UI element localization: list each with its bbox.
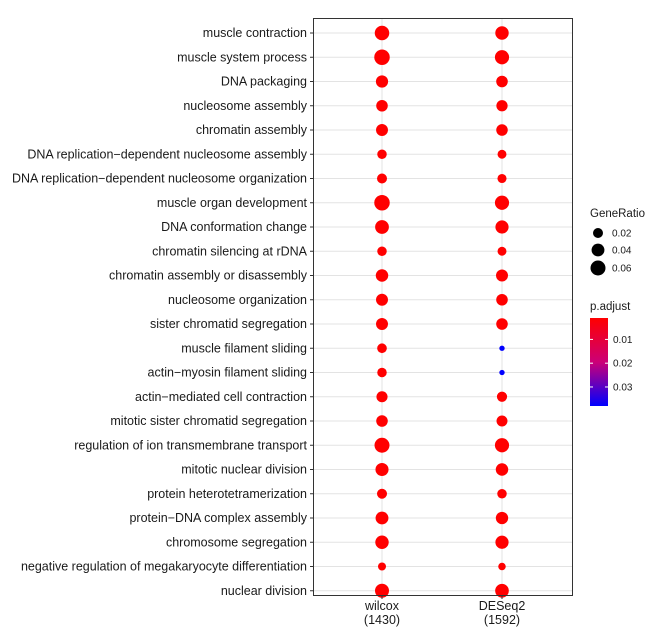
data-point xyxy=(496,75,508,88)
y-tick-label: nucleosome assembly xyxy=(183,99,307,113)
data-point xyxy=(496,415,508,427)
data-point xyxy=(495,26,509,40)
data-point xyxy=(499,369,505,376)
y-axis: muscle contraction muscle system process D… xyxy=(12,26,314,598)
data-point xyxy=(495,220,509,234)
data-point xyxy=(375,269,389,282)
data-point xyxy=(497,173,507,184)
data-point xyxy=(495,535,509,549)
grid-lines xyxy=(314,19,572,595)
y-tick-label: DNA replication−dependent nucleosome org… xyxy=(12,172,307,186)
data-point xyxy=(376,391,388,403)
y-tick-label: chromatin silencing at rDNA xyxy=(152,244,308,258)
data-point xyxy=(376,488,388,499)
y-tick-label: chromatin assembly xyxy=(196,123,308,137)
legend-key xyxy=(592,227,604,239)
y-tick-label: muscle filament sliding xyxy=(181,341,307,355)
data-point xyxy=(374,195,390,211)
data-point xyxy=(376,415,388,427)
data-point xyxy=(496,293,508,306)
colorbar-label: 0.03 xyxy=(613,382,633,393)
p-adjust-legend: p.adjust 0.01 0.02 0.03 xyxy=(590,301,633,406)
x-tick-count-label: (1592) xyxy=(484,613,520,627)
data-point xyxy=(375,511,389,525)
data-point xyxy=(494,438,510,453)
data-point xyxy=(374,25,390,41)
data-point xyxy=(497,246,507,256)
colorbar xyxy=(590,318,608,406)
legend-label: 0.04 xyxy=(612,246,632,257)
data-point xyxy=(499,345,505,351)
legend-key xyxy=(591,243,605,257)
data-point xyxy=(376,124,388,136)
x-tick-count-label: (1430) xyxy=(364,613,400,627)
y-tick-label: protein heterotetramerization xyxy=(147,487,307,501)
y-tick-label: DNA replication−dependent nucleosome ass… xyxy=(27,147,307,161)
data-point xyxy=(494,50,510,65)
data-point xyxy=(495,463,509,476)
colorbar-label: 0.02 xyxy=(613,359,633,370)
y-tick-label: muscle organ development xyxy=(157,196,308,210)
data-point xyxy=(374,437,390,453)
y-tick-label: mitotic nuclear division xyxy=(181,463,307,477)
data-point xyxy=(375,220,389,234)
data-point xyxy=(496,100,508,112)
y-tick-label: muscle system process xyxy=(177,50,307,64)
y-tick-label: protein−DNA complex assembly xyxy=(129,511,307,525)
data-point xyxy=(375,462,389,477)
data-point xyxy=(496,124,508,136)
y-tick-label: chromosome segregation xyxy=(166,535,307,549)
data-point xyxy=(494,195,510,210)
data-point xyxy=(377,562,387,571)
x-axis: wilcox(1430) DESeq2(1592) xyxy=(364,595,525,627)
data-point xyxy=(495,583,509,598)
data-point xyxy=(377,246,387,256)
y-tick-label: sister chromatid segregation xyxy=(150,317,307,331)
x-tick-label: DESeq2 xyxy=(479,599,526,613)
data-point xyxy=(497,489,507,499)
data-point xyxy=(376,293,388,306)
data-point xyxy=(376,99,388,112)
legend-title: p.adjust xyxy=(590,301,631,313)
data-point xyxy=(375,75,389,88)
colorbar-label: 0.01 xyxy=(613,335,633,346)
legend-key xyxy=(590,260,606,276)
y-tick-label: DNA packaging xyxy=(221,75,307,89)
y-tick-label: DNA conformation change xyxy=(161,220,307,234)
data-point xyxy=(496,269,508,282)
y-tick-label: actin−mediated cell contraction xyxy=(135,390,307,404)
y-tick-label: regulation of ion transmembrane transpor… xyxy=(74,438,307,452)
y-tick-label: muscle contraction xyxy=(203,26,307,40)
legend-label: 0.06 xyxy=(612,264,632,275)
data-point xyxy=(376,318,388,330)
plot-panel-border xyxy=(313,18,573,596)
data-point xyxy=(376,173,388,184)
data-point xyxy=(498,562,506,571)
dot-points xyxy=(374,25,510,598)
y-tick-label: negative regulation of megakaryocyte dif… xyxy=(21,560,307,574)
gene-ratio-legend: GeneRatio 0.02 0.04 0.06 xyxy=(590,208,645,276)
y-tick-label: actin−myosin filament sliding xyxy=(148,366,307,380)
data-point xyxy=(375,535,389,549)
data-point xyxy=(496,318,508,330)
y-tick-label: chromatin assembly or disassembly xyxy=(109,269,308,283)
data-point xyxy=(375,583,389,598)
data-point xyxy=(377,367,387,378)
data-point xyxy=(374,49,390,65)
y-tick-label: nucleosome organization xyxy=(168,293,307,307)
data-point xyxy=(377,149,387,159)
legend-label: 0.02 xyxy=(612,229,632,240)
data-point xyxy=(495,511,509,525)
data-point xyxy=(496,391,508,402)
data-point xyxy=(497,149,507,159)
y-tick-label: nuclear division xyxy=(221,584,307,598)
data-point xyxy=(377,343,387,354)
legend-title: GeneRatio xyxy=(590,208,645,220)
y-tick-label: mitotic sister chromatid segregation xyxy=(110,414,307,428)
x-tick-label: wilcox xyxy=(364,599,400,613)
